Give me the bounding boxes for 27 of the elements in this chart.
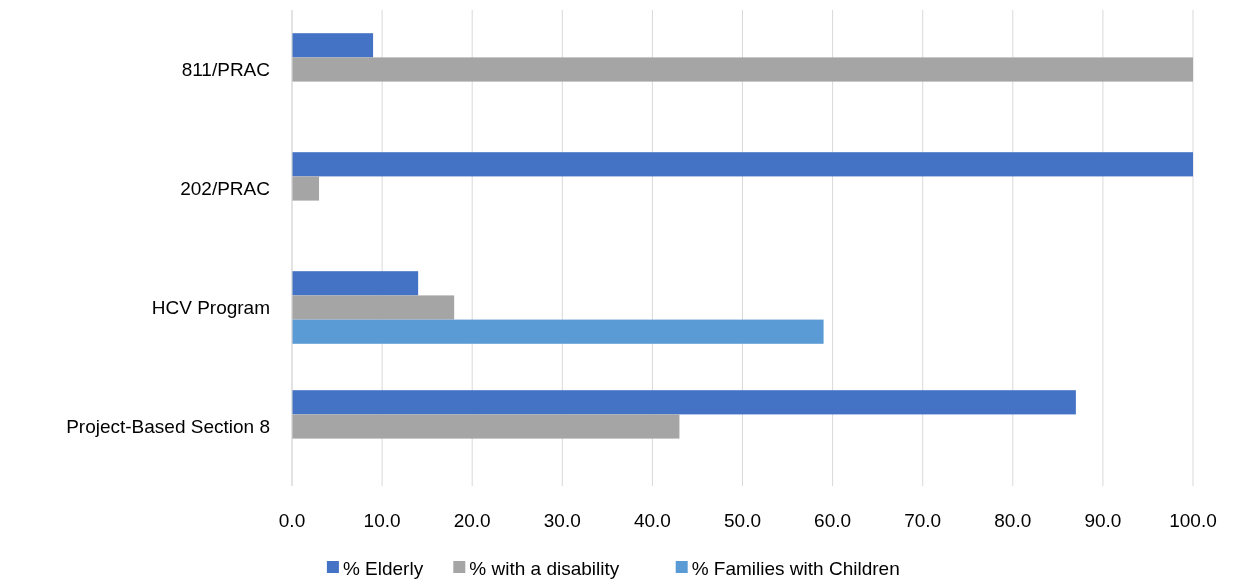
bar	[292, 33, 374, 58]
bar	[292, 176, 320, 201]
x-tick-label: 10.0	[363, 510, 401, 531]
y-tick-label: HCV Program	[151, 297, 270, 319]
y-tick-label: 811/PRAC	[181, 59, 270, 81]
bar	[292, 57, 1193, 82]
x-tick-label: 0.0	[278, 510, 306, 531]
bar	[292, 414, 680, 439]
bar	[292, 152, 1193, 177]
y-tick-label: 202/PRAC	[180, 178, 270, 200]
x-tick-label: 80.0	[994, 510, 1032, 531]
x-tick-label: 90.0	[1084, 510, 1122, 531]
legend-label: % Elderly	[342, 557, 424, 579]
x-tick-label: 60.0	[814, 510, 852, 531]
x-tick-label: 50.0	[724, 510, 761, 531]
bar	[292, 271, 419, 296]
x-tick-label: 30.0	[543, 510, 581, 531]
y-tick-label: Project-Based Section 8	[66, 416, 270, 438]
x-tick-label: 40.0	[633, 510, 671, 531]
bar	[292, 390, 1076, 415]
legend-label: % with a disability	[469, 557, 620, 579]
x-tick-label: 70.0	[904, 510, 942, 531]
legend-label: % Families with Children	[691, 557, 900, 579]
x-tick-label: 20.0	[453, 510, 491, 531]
bar	[292, 319, 824, 344]
bar	[292, 295, 455, 320]
x-tick-label: 100.0	[1169, 510, 1217, 531]
